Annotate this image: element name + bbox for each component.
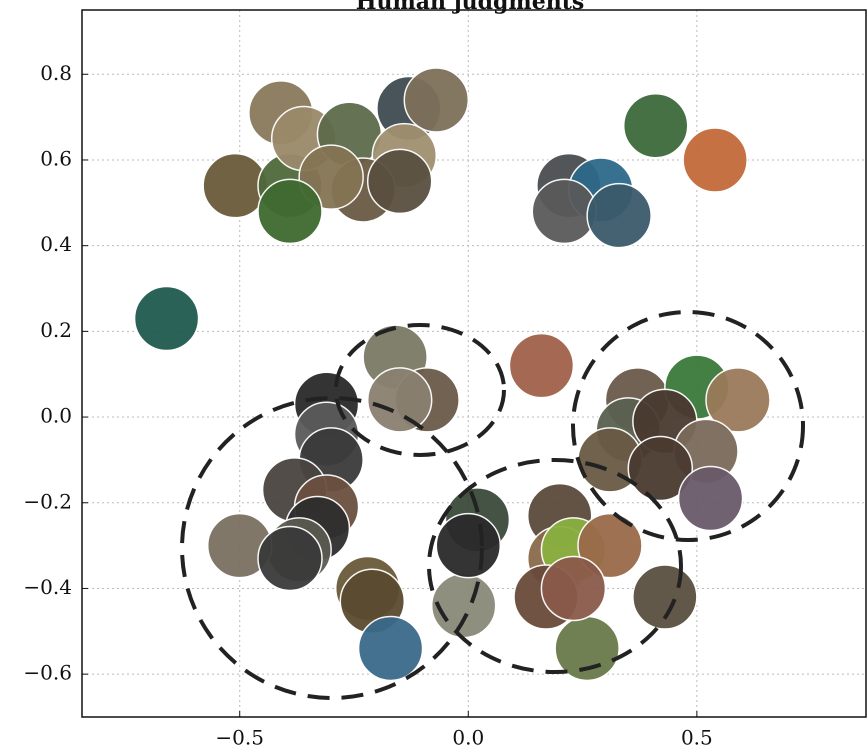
image-point bbox=[359, 616, 423, 680]
image-point bbox=[541, 556, 605, 620]
y-tick-label: 0.6 bbox=[40, 146, 72, 170]
image-point bbox=[587, 184, 651, 248]
image-point bbox=[258, 179, 322, 243]
image-point bbox=[633, 565, 697, 629]
x-tick-label: −0.5 bbox=[215, 726, 264, 750]
image-point bbox=[135, 287, 199, 351]
image-point bbox=[432, 574, 496, 638]
image-point bbox=[436, 514, 500, 578]
x-tick-label: 0.0 bbox=[452, 726, 484, 750]
y-tick-label: −0.6 bbox=[23, 661, 72, 685]
page: Human judgments −0.6 −0.4 −0.2 0.0 0.2 0.4 0.6… bbox=[0, 0, 868, 753]
y-tick-label: 0.8 bbox=[40, 61, 72, 85]
image-point bbox=[404, 68, 468, 132]
image-point bbox=[683, 128, 747, 192]
y-tick-label: −0.2 bbox=[23, 489, 72, 513]
image-point bbox=[679, 466, 743, 530]
image-point bbox=[368, 149, 432, 213]
image-point bbox=[258, 526, 322, 590]
y-tick-label: 0.4 bbox=[40, 232, 72, 256]
x-tick-label: 0.5 bbox=[681, 726, 713, 750]
image-point bbox=[368, 368, 432, 432]
image-point bbox=[509, 334, 573, 398]
y-tick-label: −0.4 bbox=[23, 575, 72, 599]
image-point bbox=[624, 94, 688, 158]
y-tick-label: 0.0 bbox=[40, 404, 72, 428]
chart-title: Human judgments bbox=[356, 0, 585, 15]
chart: Human judgments −0.6 −0.4 −0.2 0.0 0.2 0.4 0.6… bbox=[0, 0, 868, 753]
y-tick-label: 0.2 bbox=[40, 318, 72, 342]
